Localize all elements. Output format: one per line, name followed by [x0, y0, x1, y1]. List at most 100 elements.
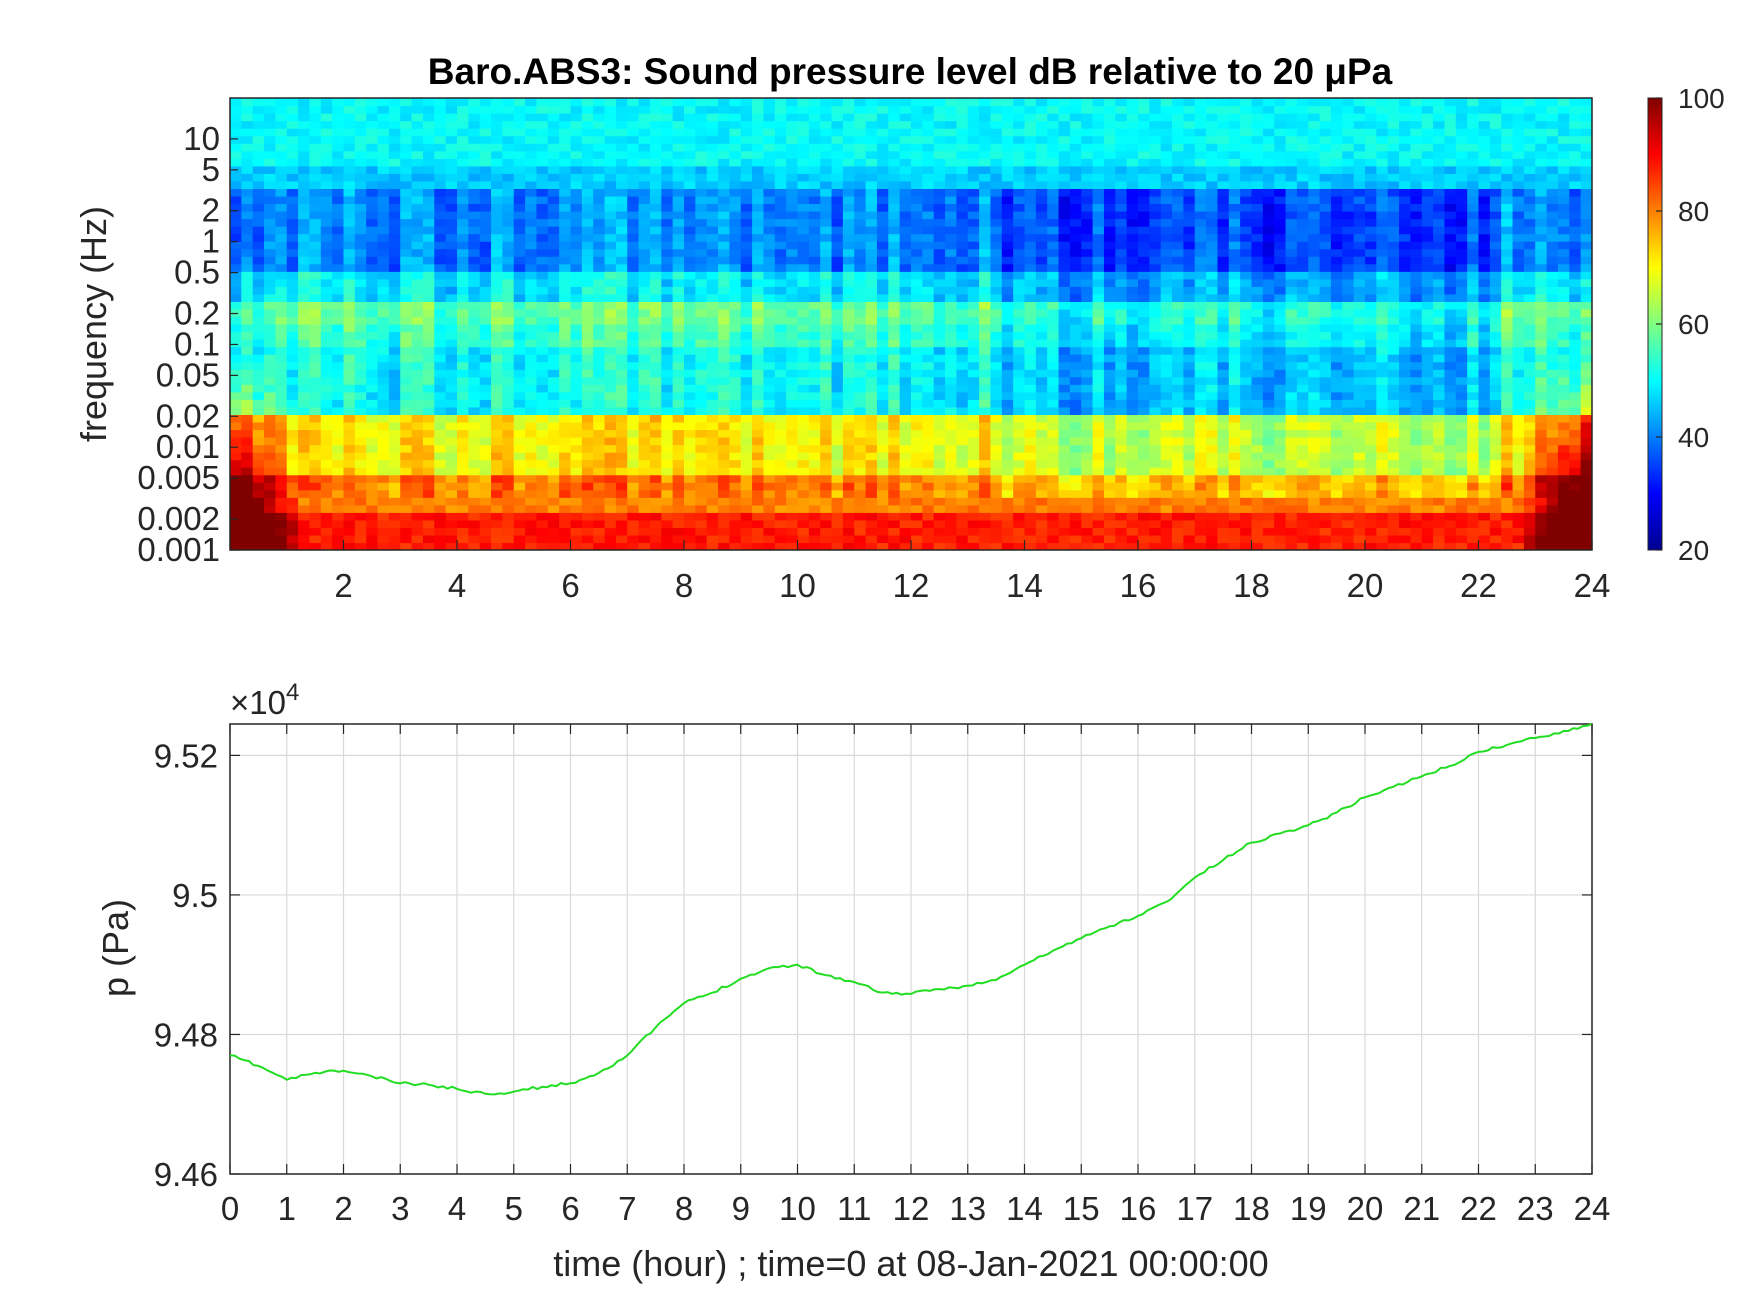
spectrogram-cell	[275, 324, 288, 333]
spectrogram-cell	[275, 278, 288, 287]
spectrogram-cell	[740, 331, 753, 340]
spectrogram-cell	[513, 391, 526, 400]
spectrogram-cell	[695, 437, 708, 446]
spectrogram-cell	[604, 203, 617, 212]
spectrogram-cell	[899, 489, 912, 498]
spectrogram-cell	[729, 527, 742, 536]
spectrogram-cell	[388, 241, 401, 250]
spectrogram-cell	[298, 542, 311, 550]
spectrogram-cell	[298, 437, 311, 446]
spectrogram-cell	[1126, 263, 1139, 272]
spectrogram-cell	[479, 195, 492, 205]
spectrogram-cell	[411, 211, 424, 220]
spectrogram-cell	[1035, 226, 1048, 235]
spectrogram-cell	[763, 316, 776, 325]
spectrogram-cell	[1126, 143, 1139, 152]
spectrogram-cell	[1126, 278, 1139, 287]
spectrogram-cell	[706, 429, 719, 438]
spectrogram-cell	[820, 399, 833, 408]
spectrogram-cell	[457, 293, 469, 302]
spectrogram-cell	[638, 316, 651, 325]
spectrogram-cell	[842, 256, 855, 265]
spectrogram-cell	[411, 444, 424, 453]
spectrogram-cell	[820, 361, 833, 370]
spectrogram-cell	[320, 278, 333, 287]
spectrogram-cell	[525, 263, 538, 272]
spectrogram-cell	[933, 467, 946, 476]
spectrogram-cell	[1081, 113, 1094, 122]
spectrogram-cell	[479, 150, 492, 159]
spectrogram-cell	[752, 256, 765, 265]
spectrogram-cell	[1092, 324, 1105, 333]
spectrogram-cell	[366, 226, 379, 235]
spectrogram-cell	[479, 203, 492, 212]
spectrogram-cell	[1024, 339, 1037, 348]
spectrogram-cell	[252, 384, 265, 393]
spectrogram-cell	[1035, 542, 1048, 550]
spectrogram-cell	[468, 452, 481, 461]
spectrogram-cell	[752, 180, 765, 189]
spectrogram-cell	[899, 218, 912, 227]
spectrogram-cell	[354, 512, 367, 521]
spectrogram-cell	[309, 467, 322, 476]
spectrogram-cell	[309, 263, 322, 272]
spectrogram-cell	[967, 278, 980, 287]
spectrogram-cell	[740, 98, 753, 107]
spectrogram-cell	[1115, 241, 1128, 250]
spectrogram-cell	[979, 226, 992, 235]
spectrogram-cell	[286, 542, 299, 550]
spectrogram-cell	[468, 316, 481, 325]
spectrogram-cell	[559, 211, 572, 220]
spectrogram-cell	[388, 542, 401, 550]
spectrogram-cell	[911, 135, 923, 144]
spectrogram-cell	[820, 391, 833, 400]
spectrogram-cell	[831, 218, 844, 227]
spectrogram-cell	[1013, 271, 1026, 280]
spectrogram-cell	[1001, 105, 1014, 114]
spectrogram-cell	[774, 308, 787, 318]
spectrogram-cell	[536, 361, 549, 370]
spectrogram-cell	[672, 391, 685, 400]
spectrogram-cell	[763, 444, 776, 453]
spectrogram-cell	[457, 519, 469, 528]
spectrogram-cell	[854, 346, 867, 355]
spectrogram-cell	[797, 218, 810, 227]
spectrogram-cell	[842, 301, 855, 310]
spectrogram-cell	[593, 308, 606, 318]
spectrogram-cell	[1115, 331, 1128, 340]
spectrogram-cell	[661, 361, 674, 370]
spectrogram-cell	[343, 158, 356, 167]
spectrogram-cell	[468, 98, 481, 107]
spectrogram-cell	[684, 527, 696, 536]
spectrogram-cell	[615, 346, 628, 355]
spectrogram-cell	[1035, 263, 1048, 272]
spectrogram-cell	[457, 474, 469, 483]
spectrogram-cell	[320, 399, 333, 408]
spectrogram-cell	[434, 331, 447, 340]
spectrogram-cell	[1160, 399, 1173, 408]
spectrogram-cell	[1035, 165, 1048, 174]
spectrogram-cell	[536, 188, 549, 197]
spectrogram-cell	[786, 218, 799, 227]
spectrogram-cell	[774, 271, 787, 280]
spectrogram-cell	[1081, 519, 1094, 528]
spectrogram-cell	[627, 150, 640, 159]
spectrogram-cell	[513, 512, 526, 521]
spectrogram-cell	[740, 308, 753, 318]
spectrogram-cell	[400, 263, 413, 272]
spectrogram-cell	[1013, 165, 1026, 174]
spectrogram-cell	[854, 354, 867, 363]
spectrogram-cell	[525, 444, 538, 453]
spectrogram-cell	[491, 278, 503, 287]
spectrogram-cell	[684, 316, 696, 325]
spectrogram-cell	[400, 482, 413, 491]
spectrogram-cell	[956, 527, 969, 536]
spectrogram-cell	[740, 452, 753, 461]
spectrogram-cell	[911, 452, 923, 461]
spectrogram-cell	[570, 482, 583, 491]
spectrogram-cell	[581, 324, 594, 333]
spectrogram-cell	[320, 444, 333, 453]
spectrogram-cell	[1013, 324, 1026, 333]
spectrogram-cell	[604, 241, 617, 250]
spectrogram-cell	[911, 421, 923, 431]
